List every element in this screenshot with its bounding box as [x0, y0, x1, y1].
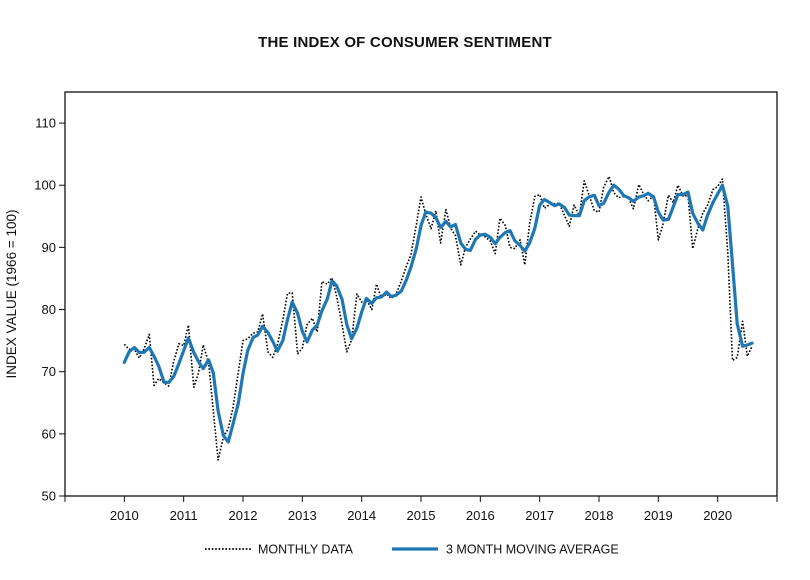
y-tick-label: 60: [42, 426, 56, 441]
series-group: [122, 175, 754, 461]
series-line-moving-average: [122, 183, 754, 444]
x-tick-label: 2016: [466, 508, 495, 523]
x-tick-label: 2010: [110, 508, 139, 523]
x-tick-label: 2019: [644, 508, 673, 523]
x-tick-label: 2012: [229, 508, 258, 523]
legend-label: MONTHLY DATA: [258, 543, 354, 557]
x-tick-label: 2020: [703, 508, 732, 523]
y-tick-label: 90: [42, 240, 56, 255]
y-tick-label: 50: [42, 489, 56, 504]
legend-label: 3 MONTH MOVING AVERAGE: [446, 543, 619, 557]
legend: MONTHLY DATA 3 MONTH MOVING AVERAGE: [205, 543, 619, 557]
x-tick-label: 2011: [170, 508, 198, 523]
y-tick-label: 110: [35, 116, 56, 131]
y-axis: 50 60 70 80 90 100 110: [34, 116, 65, 504]
series-line-monthly: [123, 175, 753, 461]
plot-area-frame: [64, 91, 778, 497]
y-tick-label: 70: [42, 364, 56, 379]
y-tick-label: 100: [34, 178, 56, 193]
x-tick-label: 2017: [525, 508, 554, 523]
x-axis: 2010 2011 2012 2013 2014 2015 2016 2017 2018 2019…: [64, 496, 778, 523]
x-tick-label: 2018: [585, 508, 614, 523]
chart-title: THE INDEX OF CONSUMER SENTIMENT: [258, 34, 552, 51]
y-axis-label: INDEX VALUE (1966 = 100): [4, 210, 19, 379]
x-tick-label: 2015: [407, 508, 436, 523]
y-tick-label: 80: [42, 302, 56, 317]
x-tick-label: 2014: [347, 508, 376, 523]
x-tick-label: 2013: [288, 508, 317, 523]
